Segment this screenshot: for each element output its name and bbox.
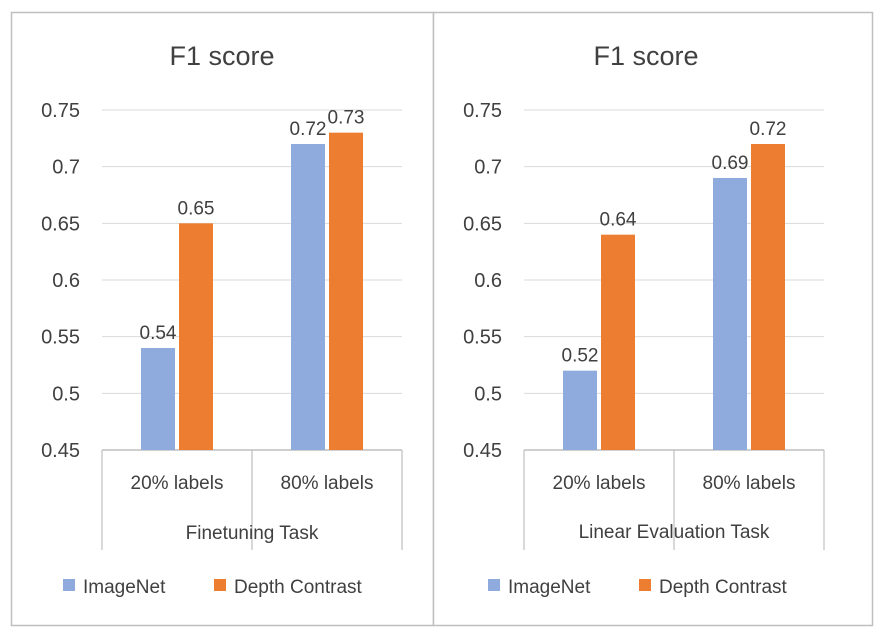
x-tick-label: 80% labels	[281, 473, 374, 494]
legend-swatch-depth-contrast	[214, 579, 226, 591]
data-label-depth-contrast: 0.64	[600, 210, 637, 231]
y-tick-label: 0.55	[41, 327, 80, 349]
x-axis-title: Finetuning Task	[186, 523, 319, 544]
y-tick-label: 0.75	[41, 100, 80, 122]
panel-border	[432, 11, 874, 627]
chart-title: F1 score	[593, 41, 698, 71]
y-tick-label: 0.45	[463, 440, 502, 462]
legend-swatch-imagenet	[63, 579, 75, 591]
x-tick-label: 20% labels	[131, 473, 224, 494]
legend: ImageNet Depth Contrast	[488, 577, 788, 598]
y-tick-label: 0.6	[474, 270, 502, 292]
y-tick-label: 0.7	[474, 157, 502, 179]
bar-depth-contrast	[329, 132, 363, 450]
y-tick-label: 0.5	[52, 383, 80, 405]
x-axis-title: Linear Evaluation Task	[579, 522, 770, 543]
y-axis-tick-labels: 0.45 0.5 0.55 0.6 0.65 0.7 0.75	[463, 100, 502, 462]
data-label-depth-contrast: 0.73	[328, 108, 365, 129]
legend-swatch-imagenet	[488, 579, 500, 591]
x-axis-tick-labels: 20% labels 80% labels	[131, 473, 374, 494]
bar-imagenet	[291, 144, 325, 450]
legend-label-imagenet: ImageNet	[83, 577, 166, 598]
x-tick-label: 20% labels	[553, 473, 646, 494]
y-axis-tick-labels: 0.45 0.5 0.55 0.6 0.65 0.7 0.75	[41, 100, 80, 462]
finetuning-chart-panel: F1 score 0.450.50.550.60.650.70.75 0.540…	[10, 11, 435, 627]
y-tick-label: 0.7	[52, 157, 80, 179]
y-tick-label: 0.55	[463, 327, 502, 349]
legend-label-depth-contrast: Depth Contrast	[234, 577, 363, 598]
bar-depth-contrast	[601, 234, 635, 450]
x-tick-label: 80% labels	[703, 473, 796, 494]
data-labels: 0.54 0.65 0.720.73	[140, 108, 365, 344]
linear-evaluation-chart-panel: F1 score 0.450.50.550.60.650.70.75 0.520…	[432, 11, 874, 627]
panel-border	[10, 11, 435, 627]
legend-label-depth-contrast: Depth Contrast	[659, 577, 788, 598]
y-tick-label: 0.6	[52, 270, 80, 292]
data-label-imagenet: 0.69	[712, 153, 749, 174]
legend: ImageNet Depth Contrast	[63, 577, 363, 598]
data-label-depth-contrast: 0.72	[750, 119, 787, 140]
bar-imagenet	[563, 370, 597, 450]
y-tick-label: 0.65	[41, 213, 80, 235]
data-labels: 0.52 0.64 0.690.72	[562, 119, 787, 367]
category-axis-lines	[101, 450, 403, 550]
y-tick-label: 0.65	[463, 213, 502, 235]
data-label-imagenet: 0.52	[562, 346, 599, 367]
data-label-imagenet: 0.54	[140, 323, 177, 344]
data-label-depth-contrast: 0.65	[178, 198, 215, 219]
bars	[141, 132, 363, 450]
bar-depth-contrast	[751, 144, 785, 450]
y-tick-label: 0.75	[463, 100, 502, 122]
bar-imagenet	[713, 178, 747, 450]
legend-label-imagenet: ImageNet	[508, 577, 591, 598]
bar-imagenet	[141, 348, 175, 450]
chart-title: F1 score	[169, 41, 274, 71]
x-axis-tick-labels: 20% labels 80% labels	[553, 473, 796, 494]
bar-depth-contrast	[179, 223, 213, 450]
y-tick-label: 0.45	[41, 440, 80, 462]
y-tick-label: 0.5	[474, 383, 502, 405]
data-label-imagenet: 0.72	[290, 119, 327, 140]
bars	[563, 144, 785, 450]
category-axis-lines	[523, 450, 825, 550]
legend-swatch-depth-contrast	[639, 579, 651, 591]
